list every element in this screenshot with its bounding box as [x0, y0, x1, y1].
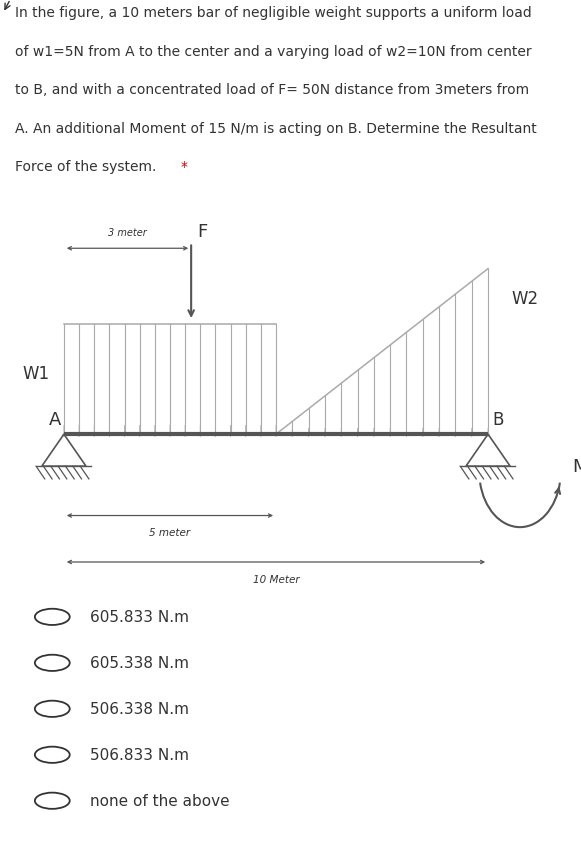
- Text: 10 Meter: 10 Meter: [253, 574, 299, 584]
- Text: B: B: [493, 411, 504, 429]
- Text: M: M: [572, 457, 581, 475]
- Text: 5 meter: 5 meter: [149, 528, 191, 538]
- Text: none of the above: none of the above: [90, 793, 229, 809]
- Text: 506.833 N.m: 506.833 N.m: [90, 748, 189, 762]
- Text: 3 meter: 3 meter: [108, 227, 147, 237]
- Text: In the figure, a 10 meters bar of negligible weight supports a uniform load: In the figure, a 10 meters bar of neglig…: [15, 6, 531, 20]
- Text: A: A: [49, 411, 61, 429]
- Text: 605.833 N.m: 605.833 N.m: [90, 609, 189, 625]
- Text: to B, and with a concentrated load of F= 50N distance from 3meters from: to B, and with a concentrated load of F=…: [15, 83, 529, 97]
- Text: of w1=5N from A to the center and a varying load of w2=10N from center: of w1=5N from A to the center and a vary…: [15, 45, 531, 58]
- Text: *: *: [180, 160, 187, 174]
- Text: F: F: [197, 223, 207, 241]
- Text: 506.338 N.m: 506.338 N.m: [90, 701, 189, 717]
- Text: W2: W2: [511, 290, 539, 308]
- Text: 605.338 N.m: 605.338 N.m: [90, 656, 189, 670]
- Text: Force of the system.: Force of the system.: [15, 160, 160, 174]
- Text: W1: W1: [22, 365, 49, 383]
- Text: A. An additional Moment of 15 N/m is acting on B. Determine the Resultant: A. An additional Moment of 15 N/m is act…: [15, 122, 536, 136]
